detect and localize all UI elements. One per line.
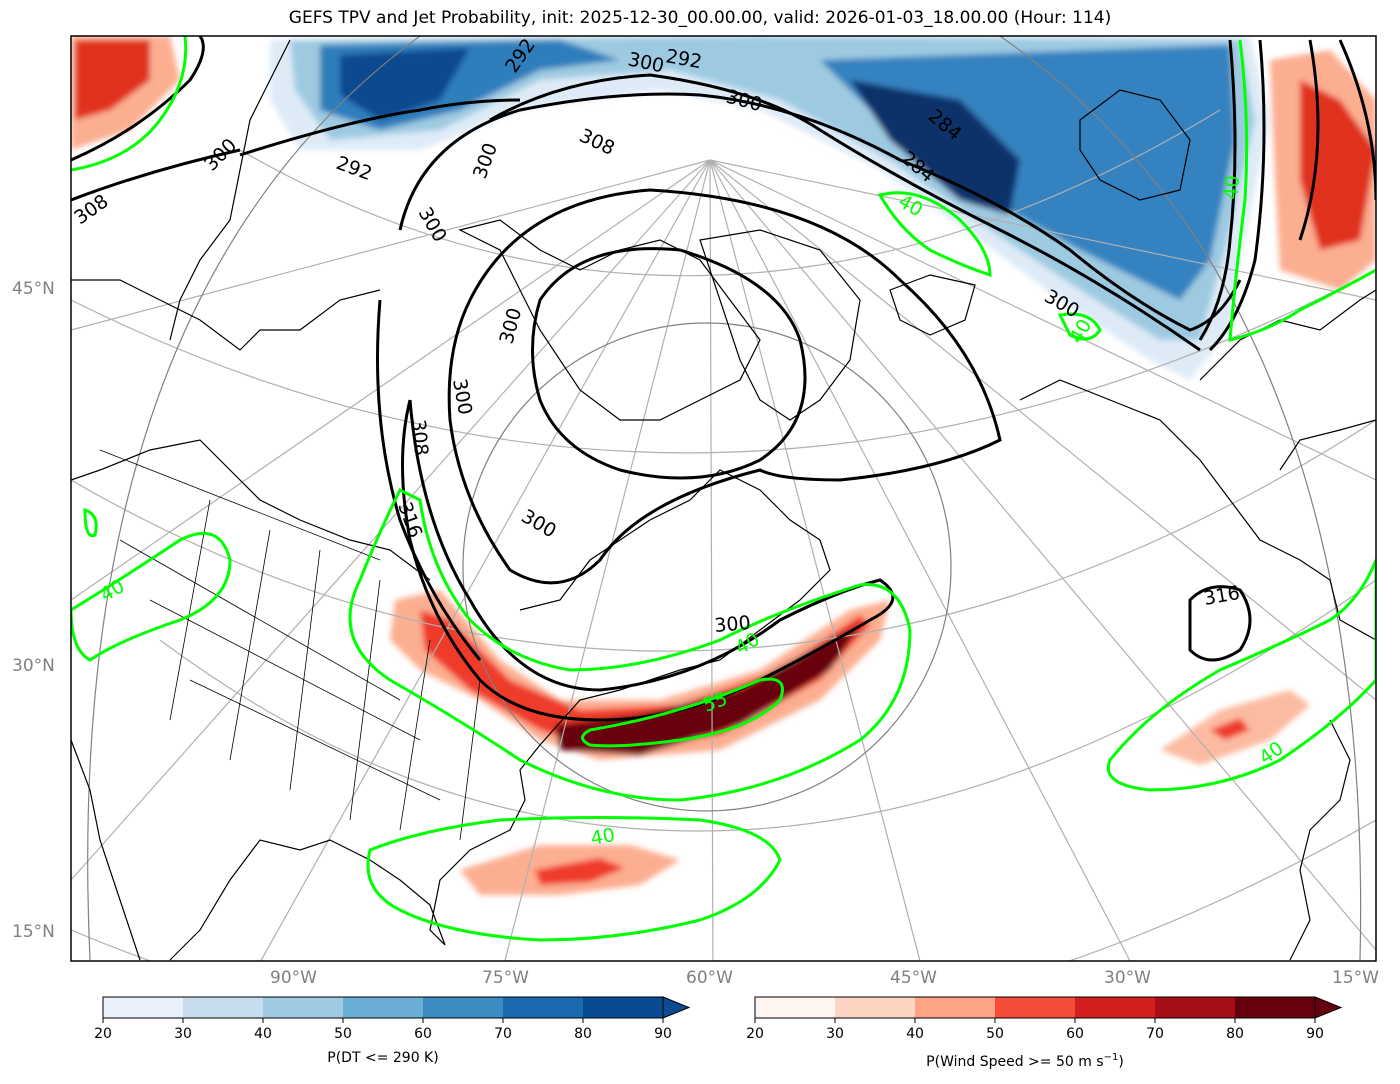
longitude-labels: 90°W 75°W 60°W 45°W 30°W 15°W	[270, 968, 1379, 988]
colorbar-wind-swatch	[915, 997, 996, 1018]
colorbar-dt-swatch	[343, 997, 424, 1018]
colorbar-wind-tick-label: 30	[826, 1026, 844, 1042]
dt-probability-shading	[270, 36, 1270, 380]
wind-label-main: P(Wind Speed >= 50 m s	[926, 1054, 1103, 1070]
theta-contour-west	[71, 148, 241, 202]
map-title: GEFS TPV and Jet Probability, init: 2025…	[288, 8, 1112, 28]
lat-label-45n: 45°N	[12, 279, 55, 299]
colorbar-dt-extend-arrow	[662, 996, 691, 1019]
colorbar-wind-tick-label: 50	[986, 1026, 1004, 1042]
colorbar-wind-tick-label: 80	[1226, 1026, 1244, 1042]
theta-contour-inner	[531, 247, 807, 480]
jet-shading-northwest-core	[75, 40, 150, 120]
colorbar-dt-tick-label: 60	[414, 1026, 432, 1042]
colorbar-wind-swatch	[1155, 997, 1236, 1018]
map-panel: 292 292 292 300 300 300 300 300 300 300 …	[71, 36, 1376, 961]
theta-contour-316	[376, 299, 482, 661]
colorbar-dt-swatch	[583, 997, 664, 1018]
colorbar-wind-outline	[754, 996, 1316, 1019]
colorbar-dt-probability: 20 30 40 50 60 70 80 90	[94, 996, 691, 1042]
theta-contour-300-outer	[489, 73, 1201, 352]
theta-contours	[71, 36, 1376, 722]
colorbar-dt-tick-label: 40	[254, 1026, 272, 1042]
lat-label-30n: 30°N	[12, 656, 55, 676]
lon-label-15w: 15°W	[1332, 968, 1379, 988]
colorbar-wind-swatch	[755, 997, 836, 1018]
colorbar-dt-tick-label: 70	[494, 1026, 512, 1042]
colorbar-dt-swatch	[183, 997, 264, 1018]
jet-contour-core-55	[581, 677, 784, 748]
theta-contour-northeast	[1198, 39, 1237, 341]
jet-contour-northeast	[877, 191, 992, 278]
jet-contour-west	[71, 531, 232, 662]
wind-label-end: )	[1118, 1054, 1123, 1070]
colorbar-wind-probability: 20 30 40 50 60 70 80 90	[746, 996, 1343, 1042]
colorbar-dt-tick-label: 20	[94, 1026, 112, 1042]
colorbar-wind-swatch	[995, 997, 1076, 1018]
jet-label: 40	[589, 824, 617, 850]
theta-contour-atlantic	[1188, 585, 1252, 662]
theta-contour-jet-south	[401, 399, 895, 722]
domain-circles	[87, 36, 1362, 961]
latitude-labels: 45°N 30°N 15°N	[12, 279, 55, 942]
colorbar-dt-tick-label: 80	[574, 1026, 592, 1042]
colorbar-wind-swatch	[835, 997, 916, 1018]
colorbar-wind-tick-label: 40	[906, 1026, 924, 1042]
jet-contour-northwest	[71, 36, 188, 172]
theta-contour-northeast-3	[1298, 39, 1320, 241]
colorbar-dt-tick-label: 30	[174, 1026, 192, 1042]
map-frame	[70, 35, 1377, 962]
theta-contour-300-tpv	[447, 188, 1002, 585]
colorbar-dt-swatch	[263, 997, 344, 1018]
colorbar-wind-tick-label: 70	[1146, 1026, 1164, 1042]
colorbar-dt-label: P(DT <= 290 K)	[327, 1050, 438, 1066]
theta-contour-308	[398, 92, 1242, 332]
jet-contour-south	[366, 816, 782, 942]
colorbar-dt-outline	[102, 996, 664, 1019]
lon-label-30w: 30°W	[1104, 968, 1151, 988]
colorbar-wind-swatch	[1075, 997, 1156, 1018]
colorbar-dt-tick-label: 50	[334, 1026, 352, 1042]
colorbar-dt-tick-label: 90	[654, 1026, 672, 1042]
jet-contour-west-small	[83, 507, 98, 538]
jet-shading-southern-core	[535, 858, 625, 885]
colorbar-wind-tick-label: 90	[1306, 1026, 1324, 1042]
colorbar-wind-swatch	[1235, 997, 1316, 1018]
jet-contour-atlantic	[1107, 559, 1376, 792]
state-borders	[99, 449, 481, 841]
lon-label-45w: 45°W	[890, 968, 937, 988]
jet-contour-main	[348, 487, 912, 802]
lon-label-90w: 90°W	[270, 968, 317, 988]
theta-label: 300	[714, 612, 752, 637]
colorbar-wind-label: P(Wind Speed >= 50 m s−1)	[926, 1052, 1124, 1070]
colorbar-dt-swatch	[103, 997, 184, 1018]
colorbar-wind-extend-arrow	[1314, 996, 1343, 1019]
lon-label-75w: 75°W	[482, 968, 529, 988]
coastlines	[71, 39, 1376, 961]
colorbar-wind-tick-label: 20	[746, 1026, 764, 1042]
jet-shading-atlantic-core	[1210, 718, 1250, 740]
wind-label-superscript: −1	[1104, 1052, 1119, 1063]
lat-label-15n: 15°N	[12, 922, 55, 942]
jet-contour-east	[1228, 39, 1376, 342]
wind-probability-shading	[71, 36, 1376, 895]
dt-shading-core-east	[850, 80, 1020, 215]
theta-contour-north	[239, 98, 521, 157]
jet-contours	[71, 36, 1376, 942]
dt-shading-core-west	[340, 48, 470, 120]
jet-contour-northeast-2	[1057, 312, 1102, 341]
graticule	[71, 109, 1376, 961]
colorbar-wind-tick-label: 60	[1066, 1026, 1084, 1042]
theta-label: 308	[407, 419, 432, 457]
theta-contour-northeast-2	[1208, 39, 1266, 352]
jet-label: 40	[1220, 174, 1244, 200]
jet-shading-mid	[420, 610, 870, 750]
colorbar-dt-swatch	[503, 997, 584, 1018]
lon-label-60w: 60°W	[686, 968, 733, 988]
colorbar-dt-swatch	[423, 997, 504, 1018]
